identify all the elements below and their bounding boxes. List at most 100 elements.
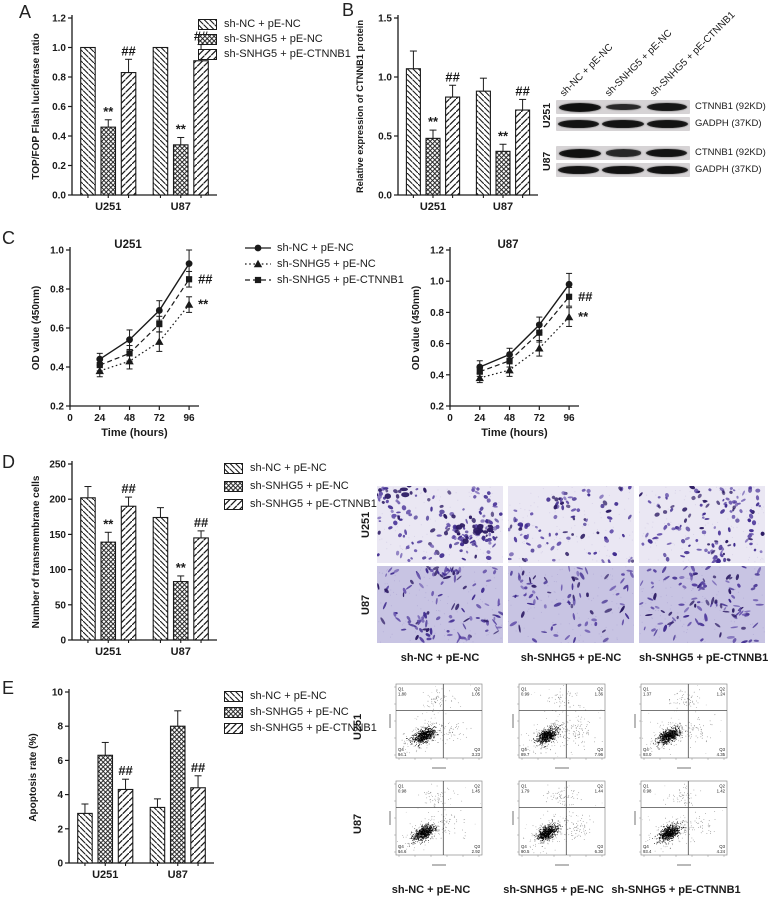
svg-text:8: 8: [57, 722, 63, 733]
protein-band: [557, 119, 599, 129]
svg-text:Q4: Q4: [398, 747, 404, 752]
legend-swatch-cross-icon: [224, 706, 243, 718]
svg-text:0.4: 0.4: [52, 132, 66, 143]
panel-b-western-blot: sh-NC + pE-NC sh-SNHG5 + pE-NC sh-SNHG5 + …: [540, 10, 768, 186]
legend-swatch-diag-fwd-icon: [224, 722, 243, 734]
panel-a-bar-chart: 0.0 0.2 0.4 0.6 0.8 1.0 1.2 TOP/FOP Flash lucif…: [28, 8, 223, 228]
panel-c-legend: sh-NC + pE-NC sh-SNHG5 + pE-NC sh-SNHG5 + …: [245, 242, 404, 290]
panel-d-label: D: [2, 452, 15, 472]
svg-text:72: 72: [154, 413, 166, 424]
svg-text:96: 96: [564, 413, 576, 424]
transwell-image-U87-2: [639, 566, 765, 643]
svg-text:Q2: Q2: [474, 687, 480, 692]
svg-text:Q4: Q4: [643, 747, 649, 752]
panel-d-bar-chart: 0 50 100 150 200 250 Number of transmembrane c…: [28, 456, 223, 673]
svg-text:89.7: 89.7: [521, 752, 530, 757]
svg-text:200: 200: [49, 495, 66, 506]
svg-text:24: 24: [474, 413, 486, 424]
protein-band: [647, 165, 689, 175]
legend-item: sh-SNHG5 + pE-CTNNB1: [198, 48, 351, 60]
svg-text:4.35: 4.35: [717, 752, 726, 757]
blot-band-label: GADPH (37KD): [695, 164, 762, 175]
panel-a-label: A: [19, 2, 32, 22]
svg-text:Q1: Q1: [643, 687, 649, 692]
svg-text:24: 24: [94, 413, 106, 424]
line-chart-svg-C-U251: 0.2 0.4 0.6 0.8 1.0 0 24 48 72 96 OD value (450nm)…: [31, 239, 213, 439]
svg-text:Q2: Q2: [597, 687, 603, 692]
bar-chart-svg-E: 0 2 4 6 8 10 Apoptosis rate (%) ## U251 ## U87: [28, 688, 214, 881]
svg-text:0.4: 0.4: [50, 363, 64, 374]
svg-text:##: ##: [121, 43, 136, 58]
protein-band: [647, 119, 689, 129]
blot-lane-label: sh-SNHG5 + pE-CTNNB1: [648, 9, 738, 99]
panel-d-transwell-grid: U251 U87 sh-NC + pE-NC sh-SNHG5 + pE-NC sh-S…: [360, 486, 768, 671]
svg-text:Relative expression of CTNNB1: Relative expression of CTNNB1 protein: [355, 20, 365, 193]
legend-marker-square-icon: [245, 276, 271, 284]
svg-text:1.05: 1.05: [472, 692, 481, 697]
blot-band-label: GADPH (37KD): [695, 118, 762, 129]
protein-band: [558, 102, 601, 112]
svg-text:6: 6: [57, 756, 63, 767]
svg-text:1.36: 1.36: [594, 692, 603, 697]
svg-text:Q3: Q3: [719, 747, 725, 752]
svg-text:72: 72: [534, 413, 546, 424]
svg-text:Apoptosis rate (%): Apoptosis rate (%): [28, 733, 39, 821]
svg-text:0.0: 0.0: [52, 191, 66, 202]
blot-band-strip: [556, 100, 690, 114]
svg-text:1.2: 1.2: [52, 14, 66, 25]
flow-row-label: U87: [352, 813, 364, 835]
protein-band: [646, 148, 688, 158]
bar-chart-svg-A: 0.0 0.2 0.4 0.6 0.8 1.0 1.2 TOP/FOP Flash lucif…: [31, 14, 217, 213]
svg-text:U251: U251: [95, 646, 121, 658]
bar-chart-svg-D: 0 50 100 150 200 250 Number of transmembrane c…: [31, 460, 217, 658]
legend-item: sh-NC + pE-NC: [224, 462, 377, 474]
panel-c-line-chart-u251: 0.2 0.4 0.6 0.8 1.0 0 24 48 72 96 OD value (450nm)…: [28, 234, 233, 451]
blot-band-label: CTNNB1 (92KD): [695, 147, 766, 158]
svg-text:0: 0: [447, 413, 453, 424]
blot-band-strip: [556, 117, 690, 131]
svg-text:1.0: 1.0: [430, 277, 444, 288]
panel-c-label: C: [2, 228, 15, 248]
svg-text:0.8: 0.8: [50, 285, 64, 296]
svg-text:**: **: [498, 128, 509, 143]
panel-c-line-chart-u87: 0.2 0.4 0.6 0.8 1.0 1.2 0 24 48 72 96 OD value (450…: [408, 234, 613, 451]
svg-text:150: 150: [49, 530, 66, 541]
svg-text:OD value (450nm): OD value (450nm): [411, 286, 422, 370]
svg-text:Q3: Q3: [597, 747, 603, 752]
svg-text:3.23: 3.23: [472, 752, 481, 757]
blot-band-strip: [556, 163, 690, 177]
transwell-image-U251-2: [639, 486, 765, 563]
legend-item: sh-SNHG5 + pE-NC: [245, 258, 404, 270]
protein-band: [605, 149, 642, 157]
legend-marker-triangle-icon: [245, 259, 271, 268]
svg-text:**: **: [176, 121, 187, 136]
svg-text:10: 10: [52, 688, 64, 699]
transwell-image-U87-0: [377, 566, 503, 643]
transwell-image-U251-1: [508, 486, 634, 563]
svg-text:**: **: [103, 516, 114, 531]
panel-b-label: B: [342, 0, 355, 20]
transwell-column-label: sh-SNHG5 + pE-NC: [520, 652, 622, 664]
svg-text:Q1: Q1: [398, 687, 404, 692]
svg-text:##: ##: [515, 83, 530, 98]
svg-text:U251: U251: [95, 201, 121, 213]
svg-text:0.6: 0.6: [50, 324, 64, 335]
transwell-column-label: sh-SNHG5 + pE-CTNNB1: [639, 652, 768, 664]
svg-text:TOP/FOP Flash luciferase ratio: TOP/FOP Flash luciferase ratio: [31, 33, 42, 179]
svg-text:Q4: Q4: [521, 747, 527, 752]
svg-text:7.96: 7.96: [594, 752, 603, 757]
svg-text:OD value (450nm): OD value (450nm): [31, 286, 42, 370]
svg-text:Q3: Q3: [474, 747, 480, 752]
svg-text:94.1: 94.1: [398, 752, 407, 757]
legend-item: sh-SNHG5 + pE-NC: [224, 480, 377, 492]
svg-text:0.99: 0.99: [521, 692, 530, 697]
blot-cell-line-label: U87: [541, 151, 553, 172]
panel-e-bar-chart: 0 2 4 6 8 10 Apoptosis rate (%) ## U251 ## U87: [25, 684, 220, 896]
legend-item: sh-SNHG5 + pE-CTNNB1: [245, 274, 404, 286]
svg-text:100: 100: [49, 565, 66, 576]
svg-text:48: 48: [504, 413, 516, 424]
blot-band-label: CTNNB1 (92KD): [695, 101, 766, 112]
